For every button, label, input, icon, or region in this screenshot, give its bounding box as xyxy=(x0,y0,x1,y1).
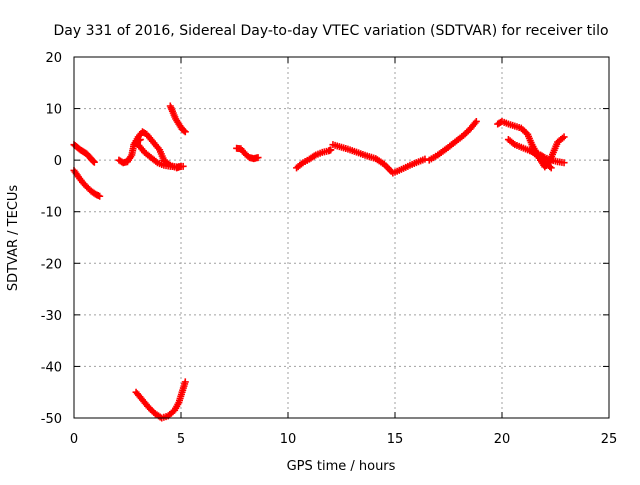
data-point xyxy=(180,127,188,135)
data-point xyxy=(546,163,554,171)
series-11 xyxy=(425,117,480,164)
data-point xyxy=(547,164,555,172)
y-tick-label: -10 xyxy=(41,206,62,221)
data-point xyxy=(560,133,568,141)
axis-ticks: 0 5 10 15 20 25 20 10 0 -10 -20 -30 -40 -50 xyxy=(41,51,618,447)
y-tick-label: -30 xyxy=(41,309,62,324)
data-point xyxy=(560,159,568,167)
y-tick-label: 20 xyxy=(45,51,62,66)
data-point xyxy=(421,155,429,163)
series-8 xyxy=(233,144,262,163)
x-tick-label: 5 xyxy=(177,432,185,447)
series-5 xyxy=(132,138,187,171)
series-10 xyxy=(329,141,429,177)
y-tick-label: -20 xyxy=(41,257,62,272)
plot-frame xyxy=(73,56,610,419)
x-tick-label: 25 xyxy=(601,432,618,447)
data-point xyxy=(327,146,335,154)
data-point xyxy=(96,192,104,200)
data-point xyxy=(254,154,262,162)
x-tick-label: 20 xyxy=(494,432,511,447)
x-tick-label: 15 xyxy=(387,432,404,447)
x-tick-label: 0 xyxy=(70,432,78,447)
y-tick-label: -40 xyxy=(41,360,62,375)
chart-title: Day 331 of 2016, Sidereal Day-to-day VTE… xyxy=(53,23,608,39)
y-tick-label: -50 xyxy=(41,412,62,427)
y-tick-label: 0 xyxy=(54,154,62,169)
x-axis-label: GPS time / hours xyxy=(287,459,396,474)
data-point xyxy=(179,162,187,170)
y-axis-label: SDTVAR / TECUs xyxy=(6,185,21,292)
series-6 xyxy=(166,102,189,136)
data-marks xyxy=(70,102,568,422)
series-3 xyxy=(115,136,144,167)
data-point xyxy=(472,117,480,125)
series-1 xyxy=(70,141,98,166)
data-point xyxy=(90,158,98,166)
series-7 xyxy=(132,378,189,422)
data-point xyxy=(181,128,189,136)
series-15 xyxy=(526,146,555,172)
y-tick-label: 10 xyxy=(45,103,62,118)
series-2 xyxy=(70,166,104,200)
x-tick-label: 10 xyxy=(280,432,297,447)
grid xyxy=(74,57,609,418)
series-9 xyxy=(293,146,335,172)
data-point xyxy=(181,378,189,386)
